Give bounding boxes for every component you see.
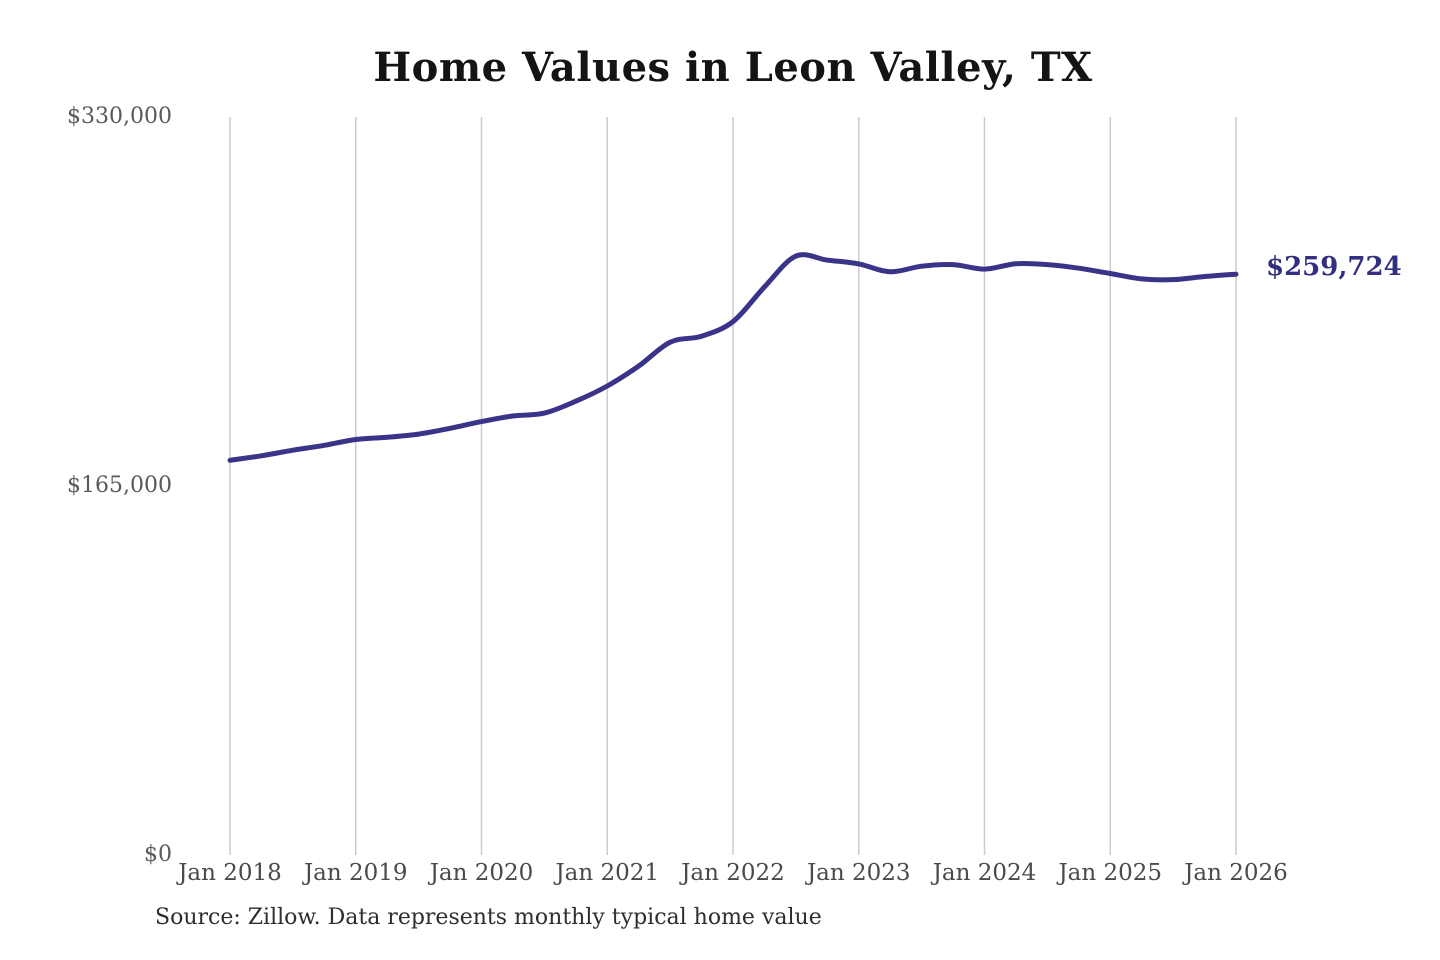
x-tick-label: Jan 2026 — [1184, 860, 1288, 886]
y-tick-label: $330,000 — [67, 104, 172, 129]
x-tick-label: Jan 2019 — [303, 860, 408, 886]
x-tick-label: Jan 2023 — [806, 860, 911, 886]
x-tick-label: Jan 2024 — [932, 860, 1037, 886]
x-tick-label: Jan 2020 — [429, 860, 534, 886]
y-tick-label: $0 — [144, 842, 172, 867]
end-value-label: $259,724 — [1266, 252, 1402, 283]
x-tick-label: Jan 2022 — [681, 860, 785, 886]
home-value-line — [227, 252, 1239, 463]
y-tick-label: $165,000 — [67, 473, 172, 498]
chart-title: Home Values in Leon Valley, TX — [373, 44, 1093, 91]
source-note: Source: Zillow. Data represents monthly … — [155, 905, 822, 930]
x-tick-label: Jan 2025 — [1058, 860, 1163, 886]
x-tick-label: Jan 2018 — [178, 860, 282, 886]
x-tick-label: Jan 2021 — [555, 860, 660, 886]
gridlines — [229, 117, 1237, 855]
